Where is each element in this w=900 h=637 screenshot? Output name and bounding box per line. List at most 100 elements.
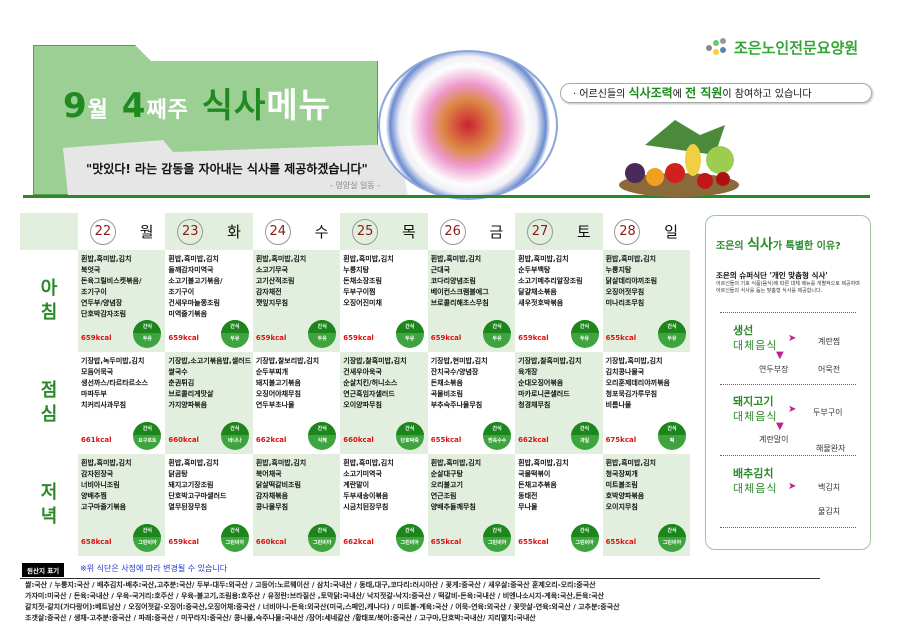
- day-number: 28: [614, 218, 641, 245]
- menu-cell: 흰밥,흑미밥,김치 근대국 코다리양념조림 베이컨스크램블에그 브로콜리해초스무침 659…: [427, 250, 516, 352]
- snack-badge: 간식 떡: [658, 422, 686, 450]
- calorie-label: 662kcal: [518, 436, 549, 444]
- menu-items: 흰밥,흑미밥,김치 국물떡볶이 돈채고추볶음 동태전 무나물: [515, 454, 602, 513]
- menu-item: 기장밥,찰흑미밥,김치: [518, 357, 582, 365]
- menu-item: 마카로니콘샐러드: [518, 390, 570, 398]
- slogan-post: 이 참여하고 있습니다: [722, 89, 812, 100]
- menu-item: 흰밥,흑미밥,김치: [343, 459, 394, 467]
- menu-items: 흰밥,흑미밥,김치 순두부백탕 소고기메추리알장조림 달걀채소볶음 새우젓호박볶음: [515, 250, 602, 309]
- menu-item: 조기구이: [168, 288, 195, 296]
- menu-item: 미나리초무침: [605, 299, 645, 307]
- menu-item: 소고기불고기볶음/: [168, 277, 223, 285]
- snack-badge: 간식 바나나: [220, 422, 249, 450]
- menu-cell: 기장밥,녹두미밥,김치 모둠어묵국 생선까스/타르타르소스 마파두부 치커리사과무침 66…: [78, 352, 165, 454]
- menu-item: 흰밥,흑미밥,김치: [168, 459, 219, 467]
- snack-badge-title: 간식: [133, 320, 162, 333]
- snack-badge-title: 간식: [395, 422, 424, 435]
- menu-items: 기장밥,찰보리밥,김치 순두부찌개 돼지불고기볶음 오징어야채무침 연두부초나물: [253, 352, 340, 411]
- title-month-unit: 월: [87, 98, 109, 123]
- snack-badge: 간식 두유: [483, 320, 512, 348]
- calorie-label: 658kcal: [81, 538, 112, 546]
- panel-title-highlight: 식사: [747, 237, 773, 253]
- day-name: 수: [314, 223, 329, 241]
- snack-badge: 간식 두유: [658, 320, 686, 348]
- menu-items: 기장밥,찰흑미밥,김치 육개장 순대오징어볶음 마카로니콘샐러드 청경채무침: [515, 352, 602, 411]
- snack-badge-title: 간식: [658, 320, 686, 333]
- alt-food: 연두부장: [759, 365, 789, 374]
- snack-badge-title: 간식: [658, 422, 686, 435]
- menu-cell: 기장밥,소고기볶음밥,샐러드 쌀국수 춘권튀김 브로콜리게맛살 가지양파볶음 660kca…: [165, 352, 253, 454]
- meal-label-char: 침: [40, 302, 58, 323]
- snack-badge: 간식 식혜: [308, 422, 337, 450]
- page-title: 9월 4째주 식사메뉴: [63, 78, 331, 127]
- snack-badge-title: 간식: [395, 320, 424, 333]
- menu-item: 기장밥,찰보리밥,김치: [255, 357, 320, 365]
- menu-item: 흰밥,흑미밥,김치: [81, 459, 132, 467]
- menu-item: 양배추찜: [81, 492, 107, 500]
- snack-badge-title: 간식: [220, 524, 249, 537]
- panel-description: 어르신들의 기호 식품(음식)에 따른 대체 메뉴를 개별적으로 제공하며 어르…: [716, 281, 860, 294]
- menu-item: 흰밥,흑미밥,김치: [605, 459, 656, 467]
- alt-food: 물김치: [818, 507, 841, 516]
- menu-item: 춘권튀김: [168, 379, 195, 387]
- snack-badge-title: 간식: [133, 422, 162, 435]
- menu-item: 부추숙주나물무침: [430, 401, 483, 409]
- snack-badge-item: 요구르트: [138, 438, 157, 444]
- menu-item: 오이양파무침: [343, 401, 382, 409]
- menu-item: 들깨감자미역국: [168, 266, 214, 274]
- day-number: 26: [439, 218, 466, 245]
- substitute-kimchi-title: 배추김치: [733, 467, 774, 480]
- title-menu: 메뉴: [266, 86, 331, 126]
- snack-badge: 간식 그린비아: [395, 524, 424, 552]
- menu-item: 연두부초나물: [255, 401, 295, 409]
- menu-item: 연근조림: [430, 492, 457, 500]
- origin-line: 쌀:국산 / 누룽지:국산 / 배추김치-배추:국산,고추분:국산/ 두부-대두…: [25, 581, 596, 589]
- panel-subtitle: 조은의 슈퍼식단 '개인 맞춤형 식사': [716, 271, 828, 280]
- menu-items: 기장밥,녹두미밥,김치 모둠어묵국 생선까스/타르타르소스 마파두부 치커리사과무침: [78, 352, 165, 411]
- day-name: 목: [401, 223, 416, 241]
- snack-badge-title: 간식: [308, 524, 337, 537]
- divider: [720, 527, 856, 528]
- day-name: 토: [576, 223, 591, 241]
- menu-item: 베이컨스크램블에그: [430, 288, 489, 296]
- snack-badge-item: 두유: [579, 336, 590, 342]
- menu-cell: 흰밥,흑미밥,김치 누룽지탕 돈채소장조림 두부구이찜 오징어진미채 659kcal 간식 두…: [340, 250, 427, 352]
- snack-badge-item: 그린비아: [225, 540, 245, 546]
- menu-items: 흰밥,흑미밥,김치 북어채국 닭살떡갈비조림 감자채볶음 콩나물무침: [253, 454, 340, 513]
- menu-item: 시금치된장무침: [343, 503, 389, 511]
- change-notice: ※위 식단은 사정에 따라 변경될 수 있습니다: [80, 564, 228, 573]
- snack-badge-item: 그린비아: [138, 540, 157, 546]
- substitute-label: 대체음식: [733, 482, 778, 495]
- snack-badge-item: 두유: [405, 336, 415, 342]
- arrow-right-icon: ➤: [788, 481, 797, 492]
- menu-items: 흰밥,흑미밥,김치 순살대구탕 오리불고기 연근조림 양배추들깨무침: [428, 454, 515, 513]
- origin-line: 가자미:미국산 / 돈육:국내산 / 우육-국거리:호주산 / 우육-불고기,조…: [25, 592, 605, 600]
- panel-title: 조은의 식사가 특별한 이유?: [716, 234, 841, 254]
- snack-badge: 간식 찐옥수수: [483, 422, 512, 450]
- menu-item: 소고기미역국: [343, 470, 382, 478]
- snack-badge: 간식 그린비아: [483, 524, 512, 552]
- menu-cell: 기장밥,흑미밥,김치 김치콩나물국 오리훈제데리야끼볶음 청포묵김가루무침 비름나물 67…: [603, 352, 690, 454]
- menu-item: 코다리양념조림: [430, 277, 476, 285]
- menu-cell: 기장밥,현미밥,김치 잔치국수/양념장 돈채소볶음 곡물비조림 부추숙주나물무침 655k…: [428, 352, 515, 454]
- menu-item: 흰밥,흑미밥,김치: [255, 459, 307, 467]
- day-header: 27 토: [515, 213, 603, 250]
- logo-icon: [706, 37, 728, 58]
- calorie-label: 659kcal: [168, 538, 199, 546]
- snack-badge-item: 두유: [142, 336, 153, 342]
- menu-item: 호박양파볶음: [605, 492, 645, 500]
- meal-label-char: 녁: [40, 506, 58, 527]
- menu-items: 흰밥,흑미밥,김치 누룽지탕 돈채소장조림 두부구이찜 오징어진미채: [340, 250, 427, 309]
- slogan-mid: 에: [672, 89, 686, 100]
- menu-item: 순두부백탕: [518, 266, 551, 274]
- menu-item: 흰밥,흑미밥,김치: [430, 255, 482, 263]
- logo: 조은노인전문요양원: [706, 37, 858, 58]
- menu-item: 미트볼조림: [605, 481, 638, 489]
- menu-item: 깻잎지무침: [255, 299, 289, 307]
- day-name: 월: [139, 223, 154, 241]
- snack-badge-title: 간식: [308, 422, 337, 435]
- substitute-label: 대체음식: [733, 410, 778, 423]
- menu-item: 브로콜리해초스무침: [430, 299, 489, 307]
